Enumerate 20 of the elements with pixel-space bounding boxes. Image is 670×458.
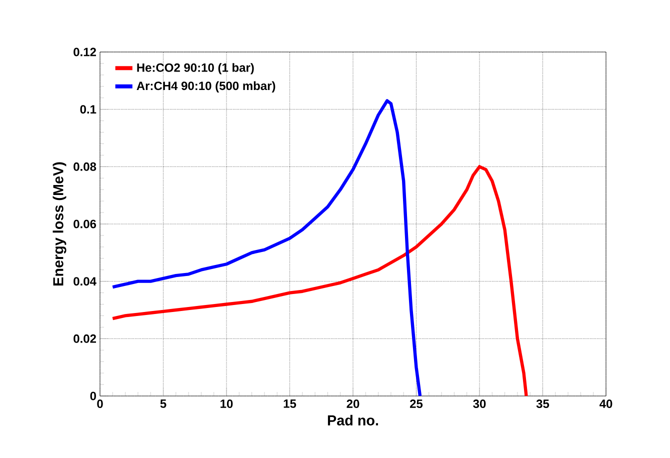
x-tick-label: 15 [284, 400, 296, 408]
x-tick-label: 20 [346, 400, 360, 408]
x-tick-label: 25 [410, 400, 423, 408]
y-tick-label: 0.08 [74, 162, 96, 171]
y-tick-label: 0.06 [74, 220, 96, 228]
legend-label: Ar:CH4 90:10 (500 mbar) [136, 81, 276, 92]
legend-label: He:CO2 90:10 (1 bar) [137, 63, 254, 74]
y-tick-label: 0 [90, 392, 96, 400]
y-tick-label: 0.12 [74, 48, 96, 56]
y-tick-label: 0.04 [74, 277, 96, 286]
x-tick-label: 10 [220, 400, 233, 408]
x-tick-label: 5 [160, 400, 166, 408]
x-tick-label: 30 [473, 400, 486, 408]
x-tick-label: 0 [97, 400, 103, 408]
y-tick-label: 0.1 [80, 105, 96, 114]
x-tick-label: 40 [600, 400, 612, 408]
y-axis-title: Energy loss (MeV) [52, 162, 66, 286]
x-axis-title: Pad no. [328, 414, 378, 426]
x-tick-label: 35 [536, 400, 550, 408]
y-tick-label: 0.02 [74, 334, 96, 343]
